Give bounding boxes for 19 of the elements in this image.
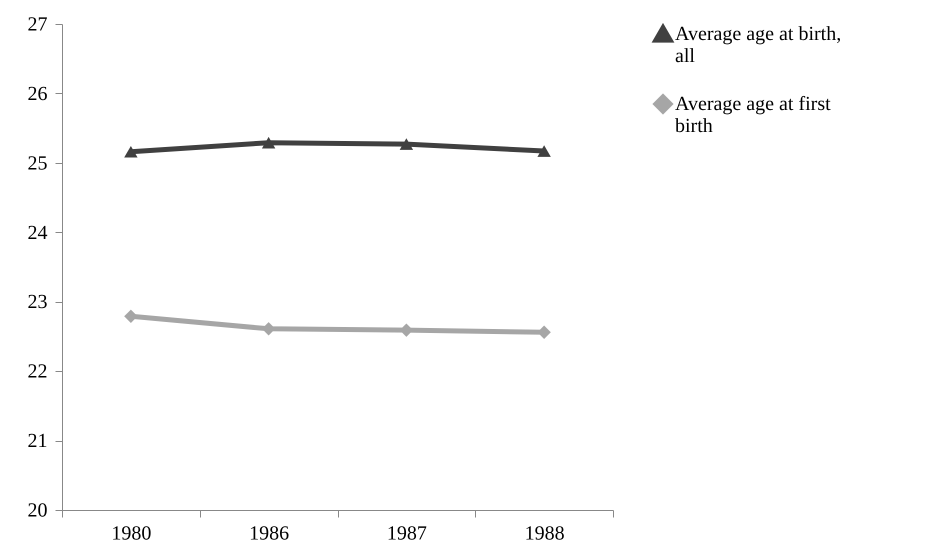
point — [262, 136, 276, 149]
legend-label: Average age at birth, all — [675, 23, 842, 67]
point — [124, 310, 138, 323]
point — [537, 145, 551, 157]
x-tick-label: 1980 — [111, 522, 152, 544]
y-tick-label: 24 — [28, 222, 48, 244]
y-tick-label: 22 — [28, 360, 48, 383]
x-tick-label: 1986 — [249, 522, 290, 544]
y-tick-label: 25 — [28, 152, 48, 174]
y-tick-label: 23 — [28, 291, 48, 314]
point — [400, 138, 414, 150]
y-tick-label: 26 — [28, 82, 48, 105]
legend-label: Average age at first birth — [675, 93, 832, 137]
x-tick-label: 1988 — [524, 522, 565, 544]
y-tick-label: 21 — [28, 430, 48, 452]
x-tick-label: 1987 — [386, 522, 427, 544]
point — [124, 146, 138, 158]
y-tick-label: 27 — [28, 14, 48, 36]
y-tick-label: 20 — [28, 500, 48, 522]
